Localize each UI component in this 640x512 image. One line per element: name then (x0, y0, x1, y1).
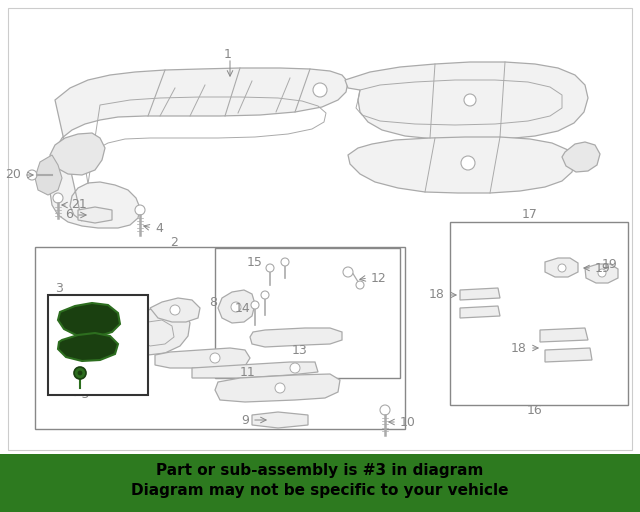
Text: 3: 3 (55, 283, 63, 295)
Circle shape (464, 94, 476, 106)
Polygon shape (545, 258, 578, 277)
Text: 16: 16 (527, 403, 543, 416)
Text: ←5: ←5 (71, 389, 90, 401)
Text: 4: 4 (155, 222, 163, 234)
Text: 6: 6 (65, 208, 73, 222)
Circle shape (27, 170, 37, 180)
Text: 18: 18 (429, 288, 445, 302)
Bar (35, 247, 405, 429)
Circle shape (77, 370, 83, 376)
Polygon shape (35, 155, 62, 195)
Polygon shape (150, 298, 200, 322)
Polygon shape (562, 142, 600, 172)
Text: 9: 9 (241, 414, 249, 426)
Text: Part or sub-assembly is #3 in diagram: Part or sub-assembly is #3 in diagram (156, 463, 484, 479)
Polygon shape (348, 137, 575, 193)
Circle shape (380, 405, 390, 415)
Text: 19: 19 (595, 262, 611, 274)
Text: 18: 18 (511, 342, 527, 354)
Text: 14: 14 (234, 302, 250, 314)
Text: 1: 1 (224, 49, 232, 61)
Circle shape (251, 301, 259, 309)
Polygon shape (215, 374, 340, 402)
Bar (450, 222, 628, 405)
Polygon shape (124, 306, 190, 355)
Polygon shape (545, 348, 592, 362)
Polygon shape (252, 412, 308, 428)
Text: 19: 19 (601, 259, 617, 271)
Circle shape (210, 353, 220, 363)
Bar (48, 295, 148, 395)
Polygon shape (192, 362, 318, 378)
Text: 7: 7 (112, 344, 120, 356)
Circle shape (266, 264, 274, 272)
Text: 11: 11 (240, 367, 256, 379)
Bar (215, 248, 400, 378)
Circle shape (170, 305, 180, 315)
Polygon shape (58, 303, 120, 337)
Text: 20: 20 (5, 168, 21, 181)
Bar (8, 8, 632, 450)
Text: Diagram may not be specific to your vehicle: Diagram may not be specific to your vehi… (131, 483, 509, 499)
Polygon shape (460, 306, 500, 318)
Circle shape (343, 267, 353, 277)
Text: 13: 13 (292, 344, 308, 356)
Text: 10: 10 (400, 416, 416, 429)
Polygon shape (78, 207, 112, 223)
Polygon shape (460, 288, 500, 300)
Polygon shape (345, 62, 588, 140)
Circle shape (231, 302, 241, 312)
Polygon shape (50, 68, 348, 228)
Circle shape (461, 156, 475, 170)
Circle shape (135, 205, 145, 215)
Text: 15: 15 (247, 255, 263, 268)
Text: 8: 8 (209, 295, 217, 309)
Polygon shape (250, 328, 342, 347)
Circle shape (313, 83, 327, 97)
Circle shape (74, 367, 86, 379)
Text: 2: 2 (170, 237, 178, 249)
Polygon shape (540, 328, 588, 342)
Circle shape (558, 264, 566, 272)
Polygon shape (50, 133, 105, 175)
Circle shape (598, 269, 606, 277)
Polygon shape (58, 333, 118, 361)
Circle shape (281, 258, 289, 266)
Circle shape (275, 383, 285, 393)
Circle shape (290, 363, 300, 373)
Circle shape (261, 291, 269, 299)
Text: 17: 17 (522, 208, 538, 222)
Text: 21: 21 (71, 199, 87, 211)
Polygon shape (218, 290, 255, 323)
Bar (0, 454, 640, 512)
Circle shape (53, 193, 63, 203)
Circle shape (356, 281, 364, 289)
Polygon shape (585, 264, 618, 283)
Text: 12: 12 (371, 271, 387, 285)
Polygon shape (155, 348, 250, 368)
